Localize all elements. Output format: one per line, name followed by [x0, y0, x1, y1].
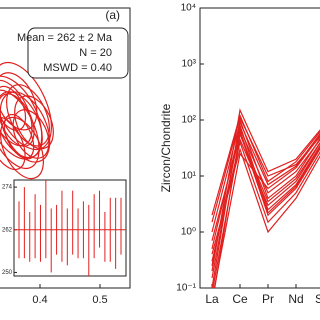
error-ellipse	[12, 109, 50, 159]
error-ellipse	[0, 79, 33, 147]
info-text: N = 20	[79, 47, 112, 59]
y-tick-label: 10⁰	[181, 227, 196, 238]
error-ellipse	[0, 91, 51, 163]
y-tick-label: 10⁴	[181, 3, 196, 14]
x-tick-label: Sm	[315, 292, 320, 306]
y-axis-label: Zircon/Chondrite	[159, 103, 173, 192]
x-tick-label: Ce	[232, 292, 248, 306]
x-tick-label: 0.4	[32, 294, 47, 306]
x-tick-label: Nd	[288, 292, 303, 306]
panel-label: (a)	[105, 8, 120, 22]
error-ellipse	[0, 91, 43, 159]
y-tick-label: 10²	[182, 115, 197, 126]
ellipses	[0, 61, 54, 180]
x-tick-label: La	[205, 292, 219, 306]
inset-frame	[13, 179, 127, 277]
frame	[199, 7, 320, 289]
y-tick-label: 10¹	[182, 171, 197, 182]
error-ellipse	[0, 85, 27, 131]
error-ellipse	[0, 75, 43, 160]
pattern-line	[213, 134, 320, 288]
pattern-line	[211, 113, 320, 216]
info-text: MSWD = 0.40	[43, 62, 112, 74]
error-ellipse	[0, 116, 26, 171]
frame	[0, 7, 131, 289]
inset-tick-label: 262	[2, 227, 13, 233]
error-ellipse	[0, 89, 40, 170]
error-ellipse	[0, 116, 44, 180]
pattern-line	[211, 140, 320, 262]
inset-tick-label: 250	[2, 270, 13, 276]
inset-tick-label: 274	[2, 185, 13, 191]
info-text: Mean = 262 ± 2 Ma	[17, 32, 113, 44]
info-box	[27, 27, 129, 79]
y-tick-label: 10⁻¹	[176, 283, 196, 294]
pattern-line	[211, 108, 320, 272]
lines	[211, 108, 320, 288]
concordia-panel: 0.4 0.5 (a) Mean = 262 ± 2 Ma N = 20 MSWD = 0…	[0, 7, 131, 306]
pattern-line	[211, 132, 320, 241]
pattern-line	[211, 147, 320, 255]
pattern-line	[211, 128, 320, 266]
ree-panel: 10⁻¹ 10⁰ 10¹ 10² 10³ 10⁴ Zircon/Chondrite La Ce P…	[159, 3, 320, 306]
pattern-line	[212, 137, 320, 288]
y-tick-label: 10³	[182, 59, 197, 70]
x-tick-label: 0.5	[92, 294, 107, 306]
pattern-line	[211, 115, 320, 223]
error-ellipse	[0, 72, 38, 131]
x-tick-label: Pr	[262, 292, 274, 306]
